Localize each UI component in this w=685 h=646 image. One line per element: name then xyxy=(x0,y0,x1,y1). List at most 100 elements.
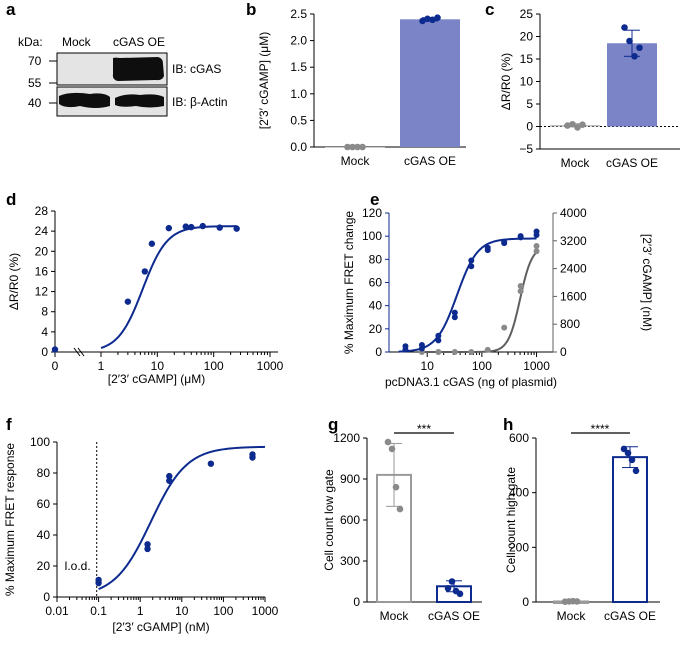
f-point-4 xyxy=(166,477,173,484)
e-fret-point-17 xyxy=(533,228,540,235)
f-xlabel: [2′3′ cGAMP] (nM) xyxy=(112,620,209,634)
e-fit-curve-fret xyxy=(398,237,537,353)
f-xtick-label-0: 0.01 xyxy=(45,604,69,618)
e-ytick-label-5: 100 xyxy=(362,229,382,243)
d-ytick-label-4: 16 xyxy=(35,264,49,278)
e-fret-point-1 xyxy=(402,343,409,350)
b-ytick-label-4: 2.0 xyxy=(290,34,307,48)
d-xtick-label-4: 1000 xyxy=(257,359,284,373)
e-ytick-label-4: 80 xyxy=(369,252,383,266)
blot-actin-band-mock xyxy=(59,92,110,108)
g-ylabel: Cell count low gate xyxy=(322,469,336,571)
f-point-6 xyxy=(207,460,215,467)
chart-h: 0 200 400 600 Cell count high gate Mock cGAS O… xyxy=(504,422,660,623)
d-point-5 xyxy=(182,223,189,230)
f-point-3 xyxy=(144,541,151,548)
d-ytick-label-3: 12 xyxy=(35,285,49,299)
chart-g: 0 300 600 900 1200 Cell count low gate Mock cGA… xyxy=(322,422,482,623)
ib-actin-label: IB: β-Actin xyxy=(172,95,228,109)
b-xtick-label-0: Mock xyxy=(341,154,371,168)
panel-d-letter: d xyxy=(6,190,16,209)
h-sig-label: **** xyxy=(591,422,610,436)
f-ytick-label-2: 40 xyxy=(37,528,51,542)
h-point-1-2 xyxy=(628,456,636,464)
e-fret-point-3 xyxy=(418,342,425,349)
d-ylabel: ΔR/R0 (%) xyxy=(7,253,21,310)
e-fret-point-8 xyxy=(468,263,475,270)
c-xtick-label-0: Mock xyxy=(561,156,591,170)
d-point-8 xyxy=(216,224,223,231)
f-ytick-label-0: 0 xyxy=(43,590,50,604)
c-point-0-0 xyxy=(564,122,571,129)
g-xtick-label-1: cGAS OE xyxy=(428,609,480,623)
b-xtick-label-1: cGAS OE xyxy=(404,154,456,168)
d-point-3 xyxy=(148,240,156,247)
d-ytick-label-6: 24 xyxy=(35,224,49,238)
b-point-1-3 xyxy=(434,14,441,22)
f-point-5 xyxy=(166,472,173,480)
f-point-1 xyxy=(95,576,102,584)
d-xtick-label-3: 100 xyxy=(204,359,224,373)
b-point-1-0 xyxy=(419,17,426,25)
b-point-1-2 xyxy=(429,16,436,24)
b-ytick-label-1: 0.5 xyxy=(290,113,307,127)
c-ytick-label-1: 0 xyxy=(526,120,533,134)
c-point-1-3 xyxy=(636,44,643,52)
c-point-1-1 xyxy=(626,37,633,45)
f-ytick-label-1: 20 xyxy=(37,559,51,573)
e-xtick-label-2: 1000 xyxy=(523,359,550,373)
panel-h-letter: h xyxy=(503,415,513,434)
e-right-tick-label-1: 800 xyxy=(560,317,580,331)
e-ytick-label-2: 40 xyxy=(369,299,383,313)
b-ytick-label-5: 2.5 xyxy=(290,7,307,21)
e-fret-point-6 xyxy=(451,314,458,321)
d-xlabel: [2′3′ cGAMP] (μM) xyxy=(108,372,205,386)
d-ytick-label-1: 4 xyxy=(41,325,48,339)
b-bar-1 xyxy=(400,19,460,147)
e-cgamp-point-4 xyxy=(484,346,491,353)
e-cgamp-point-7 xyxy=(517,282,524,289)
c-point-0-1 xyxy=(569,120,576,128)
b-point-1-1 xyxy=(424,15,431,23)
e-right-tick-label-2: 1600 xyxy=(560,289,587,303)
h-ytick-label-1: 200 xyxy=(509,540,529,554)
lane-mock-label: Mock xyxy=(62,35,92,49)
b-point-0-0 xyxy=(344,143,351,151)
g-ytick-label-2: 600 xyxy=(340,513,360,527)
d-xtick-label-2: 10 xyxy=(151,359,165,373)
f-point-2 xyxy=(144,545,151,553)
b-point-0-3 xyxy=(359,143,366,151)
e-fret-point-7 xyxy=(451,309,458,316)
d-point-0 xyxy=(51,346,59,353)
e-xlabel: pcDNA3.1 cGAS (ng of plasmid) xyxy=(385,375,557,389)
h-xtick-label-1: cGAS OE xyxy=(604,609,656,623)
h-ytick-label-0: 0 xyxy=(522,595,529,609)
e-cgamp-point-2 xyxy=(451,349,458,355)
h-xtick-label-0: Mock xyxy=(557,609,587,623)
h-ytick-label-3: 600 xyxy=(509,431,529,445)
panel-a-blot: kDa: Mock cGAS OE 70 55 40 IB: cGAS IB: … xyxy=(18,35,228,117)
f-xtick-label-5: 1000 xyxy=(252,604,279,618)
c-point-0-2 xyxy=(574,124,581,131)
d-point-7 xyxy=(199,222,206,230)
c-ytick-label-3: 10 xyxy=(520,75,534,89)
c-ylabel: ΔR/R0 (%) xyxy=(499,53,513,110)
e-right-tick-label-5: 4000 xyxy=(560,206,587,220)
e-cgamp-point-8 xyxy=(533,248,540,255)
blot-actin-band-cgas xyxy=(115,94,164,108)
g-point-0-2 xyxy=(392,483,400,491)
e-cgamp-point-1 xyxy=(435,349,442,355)
h-point-1-0 xyxy=(620,445,628,453)
panel-b-letter: b xyxy=(246,0,256,19)
d-point-6 xyxy=(188,223,195,231)
c-ytick-label-2: 5 xyxy=(526,97,533,111)
h-ylabel: Cell count high gate xyxy=(504,467,518,573)
d-axis-break-1 xyxy=(73,347,81,357)
g-ytick-label-0: 0 xyxy=(353,595,360,609)
e-ylabel-left: % Maximum FRET change xyxy=(342,211,356,354)
g-ytick-label-1: 300 xyxy=(340,554,360,568)
f-ytick-label-4: 80 xyxy=(37,466,51,480)
e-cgamp-point-5 xyxy=(501,324,508,331)
c-point-0-3 xyxy=(579,121,586,128)
